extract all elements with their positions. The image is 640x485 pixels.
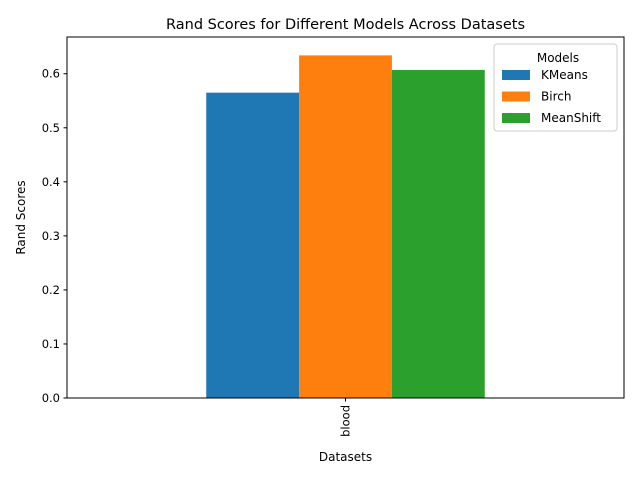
y-tick-label: 0.0	[42, 391, 60, 405]
y-tick-label: 0.3	[42, 229, 60, 243]
bar-birch-blood	[299, 55, 392, 398]
y-axis: 0.0 0.1 0.2 0.3 0.4 0.5 0.6	[42, 67, 67, 405]
legend-title: Models	[537, 51, 579, 65]
legend-entries: KMeans Birch MeanShift	[502, 68, 601, 125]
bar-kmeans-blood	[206, 92, 300, 398]
y-tick-label: 0.2	[42, 283, 60, 297]
legend-swatch-kmeans	[502, 70, 530, 80]
legend-label-birch: Birch	[541, 90, 571, 104]
legend-box	[493, 43, 618, 132]
legend-label-kmeans: KMeans	[541, 68, 588, 82]
x-axis: blood	[339, 398, 353, 437]
chart-title: Rand Scores for Different Models Across …	[166, 17, 525, 33]
y-tick-label: 0.6	[42, 67, 60, 81]
legend-swatch-birch	[502, 91, 530, 102]
x-axis-label: Datasets	[319, 450, 372, 464]
bars-layer	[206, 55, 485, 398]
legend-label-meanshift: MeanShift	[541, 111, 601, 125]
y-tick-label: 0.4	[42, 175, 60, 189]
x-tick-label: blood	[339, 405, 353, 437]
legend-swatch-meanshift	[502, 113, 530, 123]
y-tick-label: 0.5	[42, 121, 60, 135]
y-tick-label: 0.1	[42, 337, 60, 351]
y-axis-label: Rand Scores	[14, 180, 28, 254]
bar-meanshift-blood	[391, 69, 485, 398]
legend: Models KMeans Birch MeanShift	[493, 43, 618, 132]
